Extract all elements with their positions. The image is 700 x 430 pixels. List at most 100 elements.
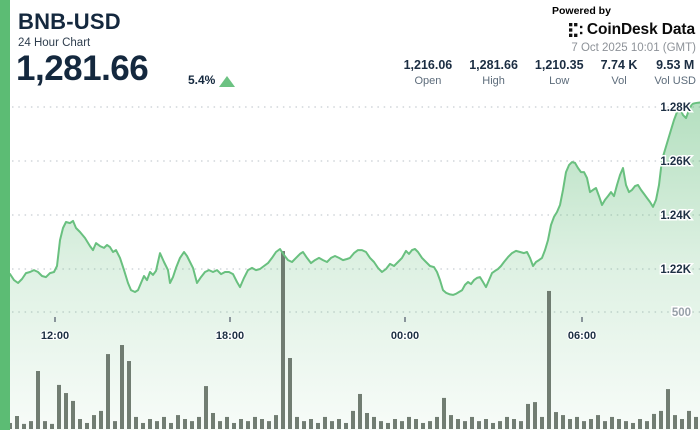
powered-by-label: Powered by xyxy=(552,5,611,17)
volume-bar xyxy=(582,421,586,429)
volume-bar xyxy=(218,421,222,429)
volume-bar xyxy=(631,422,635,429)
timestamp: 7 Oct 2025 10:01 (GMT) xyxy=(571,42,696,54)
volume-bar xyxy=(540,416,544,429)
volume-bar xyxy=(176,415,180,429)
volume-bar xyxy=(36,371,40,429)
volume-bar xyxy=(421,422,425,429)
volume-bar xyxy=(239,419,243,429)
stat-low: 1,210.35 Low xyxy=(535,58,584,87)
volume-bar xyxy=(512,419,516,429)
stat-label: Vol USD xyxy=(654,75,696,87)
x-axis-label: 18:00 xyxy=(216,330,244,342)
volume-bar xyxy=(267,421,271,429)
volume-bar xyxy=(120,345,124,429)
volume-bar xyxy=(414,419,418,429)
volume-bar xyxy=(379,421,383,429)
current-price: 1,281.66 xyxy=(16,49,149,88)
axis-labels: 1.28K 1.26K 1.24K 1.22K 500 12:00 18:00 00:00 06… xyxy=(40,101,693,344)
volume-bar xyxy=(260,419,264,429)
volume-bar xyxy=(491,422,495,429)
volume-bar xyxy=(50,423,54,429)
volume-bar xyxy=(638,419,642,429)
change-percent: 5.4% xyxy=(188,73,216,87)
volume-bar xyxy=(148,419,152,429)
volume-bar xyxy=(169,422,173,429)
price-area xyxy=(10,102,700,430)
brand-name: CoinDesk Data xyxy=(586,21,695,38)
volume-bar xyxy=(57,384,61,429)
volume-bar xyxy=(484,419,488,429)
volume-bar xyxy=(456,419,460,429)
volume-bar xyxy=(22,423,26,429)
x-axis-label: 12:00 xyxy=(41,330,69,342)
volume-bar xyxy=(680,419,684,429)
volume-bar xyxy=(162,416,166,429)
volume-bar xyxy=(596,415,600,429)
volume-bar xyxy=(337,419,341,429)
volume-bar xyxy=(589,419,593,429)
volume-bar xyxy=(365,412,369,429)
volume-bar xyxy=(393,419,397,429)
stat-value: 1,216.06 xyxy=(403,58,453,72)
y-axis-label: 1.28K xyxy=(660,102,691,114)
volume-bar xyxy=(141,422,145,429)
volume-bar xyxy=(505,416,509,429)
volume-bar xyxy=(358,393,362,429)
volume-bar xyxy=(568,419,572,429)
stat-value: 7.74 K xyxy=(600,58,638,72)
volume-bar xyxy=(519,421,523,429)
stat-value: 1,210.35 xyxy=(534,58,584,72)
volume-bar xyxy=(288,358,292,429)
volume-bar xyxy=(610,416,614,429)
volume-axis-label: 500 xyxy=(672,307,691,319)
stat-high: 1,281.66 High xyxy=(469,58,518,87)
volume-bar xyxy=(386,422,390,429)
volume-bar xyxy=(253,416,257,429)
volume-bar xyxy=(659,410,663,429)
volume-bar xyxy=(29,421,33,429)
volume-bar xyxy=(78,419,82,429)
volume-bar xyxy=(323,416,327,429)
price-line xyxy=(9,101,700,296)
volume-bar xyxy=(442,397,446,429)
volume-bar xyxy=(295,416,299,429)
volume-bar xyxy=(533,402,537,429)
volume-bar xyxy=(43,421,47,429)
volume-bar xyxy=(190,421,194,429)
volume-bar xyxy=(127,361,131,429)
y-axis-label: 1.22K xyxy=(660,264,691,276)
stat-vol: 7.74 K Vol xyxy=(601,58,638,87)
stat-label: High xyxy=(482,75,505,87)
volume-bar xyxy=(526,403,530,429)
volume-bar xyxy=(463,421,467,429)
volume-bar xyxy=(71,400,75,429)
volume-bar xyxy=(575,416,579,429)
accent-left-bar xyxy=(0,0,10,430)
volume-bar xyxy=(316,422,320,429)
x-axis-label: 00:00 xyxy=(391,330,419,342)
volume-bar xyxy=(652,413,656,429)
volume-bar xyxy=(225,416,229,429)
volume-bar xyxy=(64,393,68,429)
volume-bar xyxy=(498,421,502,429)
x-axis-label: 06:00 xyxy=(568,330,596,342)
volume-bar xyxy=(603,421,607,429)
volume-bar xyxy=(92,415,96,429)
y-axis-label: 1.26K xyxy=(660,156,691,168)
volume-bar xyxy=(407,416,411,429)
volume-bar xyxy=(561,415,565,429)
volume-bar xyxy=(694,416,698,429)
volume-bar xyxy=(477,421,481,429)
volume-bar xyxy=(197,416,201,429)
price-line-path xyxy=(9,101,700,296)
volume-bars xyxy=(8,251,698,429)
volume-bar xyxy=(666,389,670,429)
stat-vol-usd: 9.53 M Vol USD xyxy=(654,58,696,87)
volume-bar xyxy=(372,416,376,429)
stat-value: 1,281.66 xyxy=(469,58,518,72)
volume-bar xyxy=(15,416,19,429)
volume-bar xyxy=(449,415,453,429)
